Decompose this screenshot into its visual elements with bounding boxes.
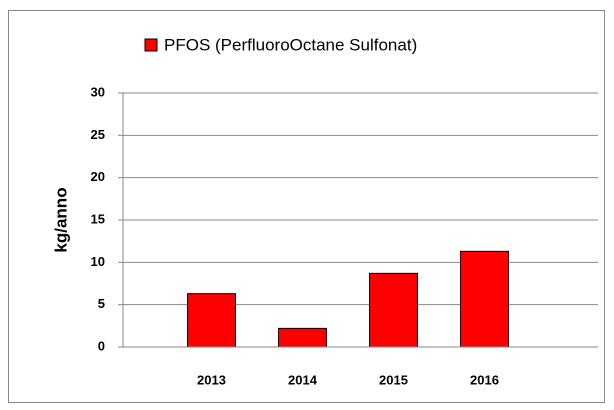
- y-tick-label: 10: [91, 254, 105, 269]
- x-tick-label: 2016: [470, 372, 499, 387]
- y-tick-label: 30: [91, 84, 105, 99]
- y-tick-label: 5: [98, 296, 105, 311]
- y-tick-label: 15: [91, 211, 105, 226]
- y-tick-label: 25: [91, 127, 105, 142]
- y-tick-label: 20: [91, 169, 105, 184]
- legend-swatch: [144, 38, 158, 52]
- bar: [460, 250, 509, 348]
- x-tick-label: 2013: [197, 372, 226, 387]
- bar: [278, 327, 327, 348]
- bar: [369, 272, 418, 348]
- x-tick-label: 2014: [288, 372, 318, 387]
- y-axis-label: kg/anno: [51, 187, 70, 252]
- bar: [187, 293, 236, 348]
- y-tick-label: 0: [98, 338, 105, 353]
- x-tick-label: 2015: [379, 372, 408, 387]
- legend-label: PFOS (PerfluoroOctane Sulfonat): [164, 35, 417, 54]
